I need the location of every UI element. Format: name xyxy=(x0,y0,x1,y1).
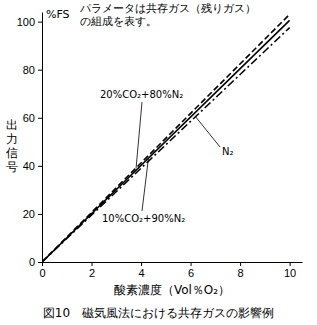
x-tick-label: 10 xyxy=(284,267,296,279)
y-unit-label: %FS xyxy=(46,8,70,21)
y-axis-line xyxy=(42,13,43,263)
y-tick-label: 100 xyxy=(17,16,35,28)
y-tick: 100 xyxy=(17,16,42,28)
series-line xyxy=(42,14,290,262)
title: 図10 磁気風法における共存ガスの影響例 xyxy=(43,306,274,320)
series-labels: 20%CO₂+80%N₂ 10%CO₂+90%N₂ N₂ xyxy=(100,89,234,224)
y-tick-label: 20 xyxy=(23,208,35,220)
x-tick-mark xyxy=(240,262,241,266)
leader-line xyxy=(196,117,220,147)
series-line xyxy=(42,28,290,262)
x-tick: 10 xyxy=(284,262,296,279)
y-tick: 80 xyxy=(23,64,42,76)
x-tick: 2 xyxy=(89,262,95,279)
x-axis-line xyxy=(43,262,303,263)
leader-line xyxy=(136,102,142,168)
x-tick: 0 xyxy=(39,262,45,279)
x-tick: 4 xyxy=(138,262,144,279)
series-label: N₂ xyxy=(222,146,234,157)
y-tick: 60 xyxy=(23,112,42,124)
x-tick: 8 xyxy=(238,262,244,279)
x-tick: 6 xyxy=(188,262,194,279)
y-tick: 20 xyxy=(23,208,42,220)
y-tick-label: 40 xyxy=(23,160,35,172)
y-tick-mark xyxy=(38,118,42,119)
x-tick-label: 6 xyxy=(188,267,194,279)
y-tick-mark xyxy=(38,214,42,215)
x-tick-mark xyxy=(191,262,192,266)
x-tick-mark xyxy=(290,262,291,266)
y-axis: 0 20 40 60 80 100 xyxy=(17,13,43,269)
y-tick-mark xyxy=(38,22,42,23)
x-tick-label: 4 xyxy=(138,267,144,279)
x-tick-label: 2 xyxy=(89,267,95,279)
y-tick-label: 80 xyxy=(23,64,35,76)
annotation: の組成を表す。 xyxy=(80,15,157,28)
leader-line xyxy=(142,158,148,211)
series-line xyxy=(42,20,290,262)
series-label: 10%CO₂+90%N₂ xyxy=(102,213,185,224)
lines xyxy=(42,14,290,262)
x-tick-mark xyxy=(92,262,93,266)
x-tick-mark xyxy=(42,262,43,266)
y-axis-title: 出力信号 xyxy=(6,118,18,174)
x-tick-label: 0 xyxy=(39,267,45,279)
plot: 024681002040608010020%CO₂+80%N₂10%CO₂+90… xyxy=(17,13,303,279)
annotation: パラメータは共存ガス（残りガス） xyxy=(79,2,256,15)
y-tick-label: 0 xyxy=(29,256,35,268)
x-tick-label: 8 xyxy=(238,267,244,279)
y-tick-mark xyxy=(38,70,42,71)
series-label: 20%CO₂+80%N₂ xyxy=(100,89,183,100)
y-tick-label: 60 xyxy=(23,112,35,124)
y-tick-mark xyxy=(38,262,42,263)
y-tick-mark xyxy=(38,166,42,167)
y-tick: 40 xyxy=(23,160,42,172)
x-tick-mark xyxy=(141,262,142,266)
y-tick: 0 xyxy=(29,256,42,268)
x-axis-title: 酸素濃度（Vol％O₂） xyxy=(114,283,230,297)
chart: 024681002040608010020%CO₂+80%N₂10%CO₂+90… xyxy=(0,0,317,325)
x-axis: 0 2 4 6 8 10 xyxy=(39,262,302,279)
